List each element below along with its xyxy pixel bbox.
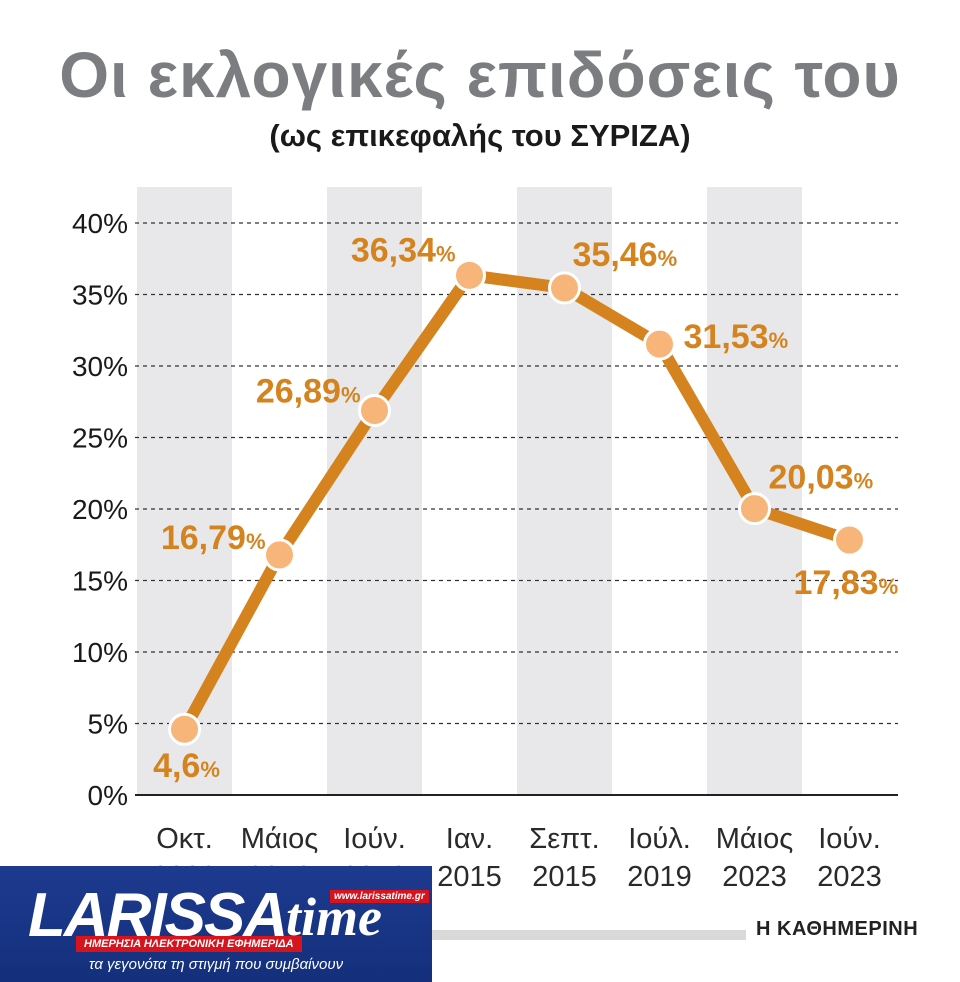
series-line (178, 269, 856, 736)
x-tick-label: 2019 (627, 861, 692, 893)
data-label: 36,34% (351, 231, 456, 269)
y-tick-label: 25% (72, 423, 128, 454)
y-tick-label: 20% (72, 494, 128, 525)
footer-divider (432, 930, 746, 940)
y-tick-label: 10% (72, 637, 128, 668)
x-tick-label: Ιούλ. (628, 823, 691, 855)
x-tick-label: Σεπτ. (529, 823, 599, 855)
y-tick-label: 35% (72, 280, 128, 311)
data-label: 26,89% (256, 372, 361, 410)
data-point (358, 393, 391, 427)
data-point (548, 271, 581, 305)
logo-tagline: τα γεγονότα τη στιγμή που συμβαίνουν (88, 956, 344, 973)
data-point (833, 523, 866, 557)
x-tick-label: 2023 (817, 861, 882, 893)
y-tick-label: 40% (72, 208, 128, 239)
data-point (263, 538, 296, 572)
x-tick-label: Ιαν. (446, 823, 493, 855)
x-tick-label: 2023 (722, 861, 787, 893)
data-point (453, 258, 486, 292)
x-tick-label: Μάιος (241, 823, 318, 855)
column-band (707, 187, 802, 795)
x-tick-label: Μάιος (716, 823, 793, 855)
data-label: 35,46% (573, 236, 678, 274)
larissatime-logo[interactable]: LARISSA time www.larissatime.gr ΗΜΕΡΗΣΙΑ… (0, 866, 432, 982)
chart-title: Οι εκλογικές επιδόσεις του (59, 39, 901, 111)
data-point (643, 327, 676, 361)
chart-subtitle: (ως επικεφαλής του ΣΥΡΙΖΑ) (269, 118, 691, 153)
data-label: 16,79% (161, 519, 266, 557)
y-tick-label: 0% (88, 780, 128, 811)
data-label: 20,03% (769, 459, 874, 497)
y-tick-label: 30% (72, 351, 128, 382)
y-tick-label: 15% (72, 566, 128, 597)
data-point (168, 712, 201, 746)
column-band (327, 187, 422, 795)
data-point (738, 492, 771, 526)
logo-banner: ΗΜΕΡΗΣΙΑ ΗΛΕΚΤΡΟΝΙΚΗ ΕΦΗΜΕΡΙΔΑ (76, 936, 302, 952)
logo-url: www.larissatime.gr (330, 890, 429, 903)
data-label: 17,83% (794, 564, 899, 602)
x-tick-label: Ιούν. (818, 823, 881, 855)
x-tick-label: Οκτ. (156, 823, 213, 855)
y-tick-label: 5% (88, 709, 128, 740)
x-tick-label: 2015 (437, 861, 502, 893)
x-tick-label: 2015 (532, 861, 597, 893)
column-band (137, 187, 232, 795)
x-tick-label: Ιούν. (343, 823, 406, 855)
source-credit: Η ΚΑΘΗΜΕΡΙΝΗ (756, 918, 919, 940)
data-label: 4,6% (153, 747, 220, 785)
